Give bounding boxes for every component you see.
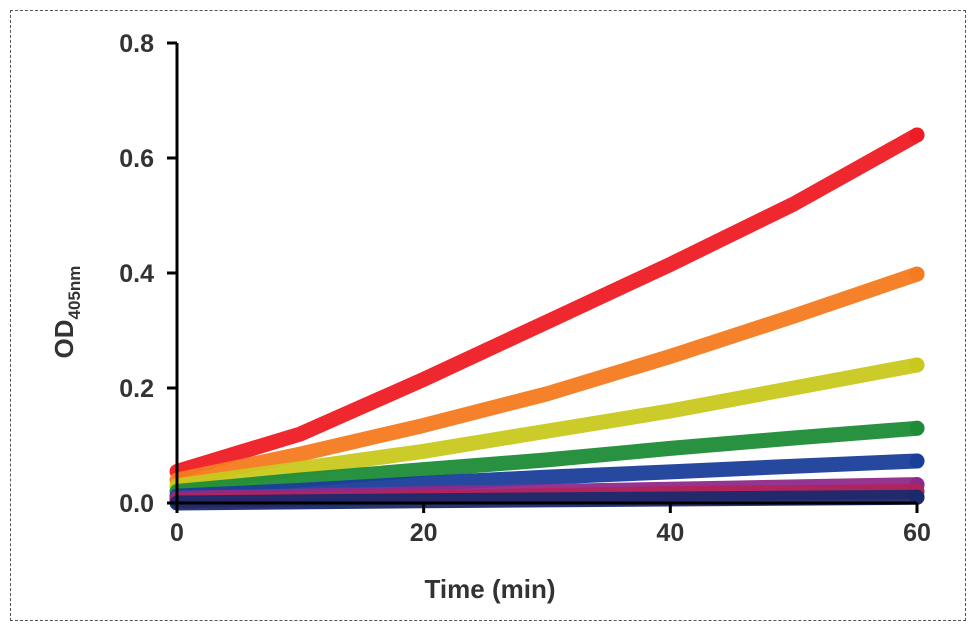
x-tick-label: 20 <box>410 519 438 547</box>
series-2 <box>169 266 925 488</box>
series-3-end-point <box>909 357 925 373</box>
chart-frame <box>10 10 966 621</box>
series-2-end-point <box>909 266 925 282</box>
series-8-end-point <box>909 489 925 505</box>
series-3-line <box>169 357 925 494</box>
y-tick-label: 0.2 <box>119 375 154 403</box>
x-axis-title: Time (min) <box>425 574 556 604</box>
axis-layer: 0.0 0.2 0.4 0.6 0.8 0 20 40 60 <box>119 30 931 547</box>
series-1-end-point <box>909 127 925 143</box>
y-tick-label: 0.6 <box>119 145 154 173</box>
y-tick-label: 0.0 <box>119 490 154 518</box>
x-tick-label: 40 <box>656 519 684 547</box>
series-1 <box>169 127 925 479</box>
y-axis-title-sub: 405nm <box>65 266 84 320</box>
y-axis-title: OD405nm <box>49 266 84 359</box>
series-2-line <box>169 266 925 488</box>
series-3 <box>169 357 925 494</box>
series-layer <box>169 127 925 511</box>
y-tick-label: 0.8 <box>119 30 154 58</box>
series-1-line <box>169 127 925 479</box>
series-4 <box>169 420 925 499</box>
series-4-line <box>169 420 925 499</box>
x-tick-label: 60 <box>903 519 931 547</box>
series-4-end-point <box>909 420 925 436</box>
y-axis-title-main: OD <box>49 319 79 358</box>
y-tick-label: 0.4 <box>119 260 154 288</box>
series-5-end-point <box>909 453 925 469</box>
x-tick-label: 0 <box>170 519 184 547</box>
